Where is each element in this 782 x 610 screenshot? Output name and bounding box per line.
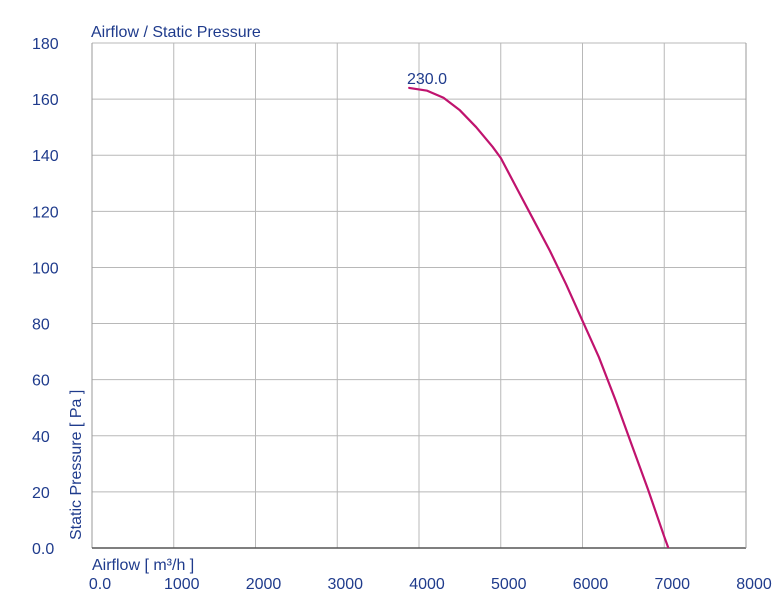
y-tick-label: 60 — [32, 373, 50, 390]
x-tick-label: 6000 — [573, 576, 609, 593]
grid-lines — [91, 42, 747, 549]
x-tick-labels: 0.0 1000 2000 3000 4000 5000 6000 7000 8000 — [89, 576, 772, 593]
x-tick-label: 5000 — [491, 576, 527, 593]
y-tick-label: 140 — [32, 148, 59, 165]
y-tick-label: 0.0 — [32, 541, 54, 558]
curve-annotation: 230.0 — [407, 71, 447, 88]
y-tick-label: 20 — [32, 485, 50, 502]
x-tick-label: 8000 — [736, 576, 772, 593]
series-line — [408, 86, 670, 548]
x-tick-label: 3000 — [327, 576, 363, 593]
y-tick-label: 80 — [32, 317, 50, 334]
x-tick-label: 4000 — [409, 576, 445, 593]
y-axis-label: Static Pressure [ Pa ] — [68, 390, 85, 540]
series-layer — [408, 86, 670, 548]
annotations: 230.0 — [407, 71, 447, 88]
y-tick-label: 40 — [32, 429, 50, 446]
chart-title: Airflow / Static Pressure — [91, 24, 261, 41]
x-axis-label: Airflow [ m³/h ] — [92, 557, 194, 574]
y-tick-label: 100 — [32, 260, 59, 277]
y-tick-labels: 0.0 20 40 60 80 100 120 140 160 180 — [32, 36, 59, 558]
y-tick-label: 160 — [32, 92, 59, 109]
x-tick-label: 2000 — [246, 576, 282, 593]
y-tick-label: 120 — [32, 204, 59, 221]
x-tick-label: 0.0 — [89, 576, 111, 593]
x-tick-label: 7000 — [654, 576, 690, 593]
x-tick-label: 1000 — [164, 576, 200, 593]
y-tick-label: 180 — [32, 36, 59, 53]
plot-frame — [91, 43, 747, 549]
